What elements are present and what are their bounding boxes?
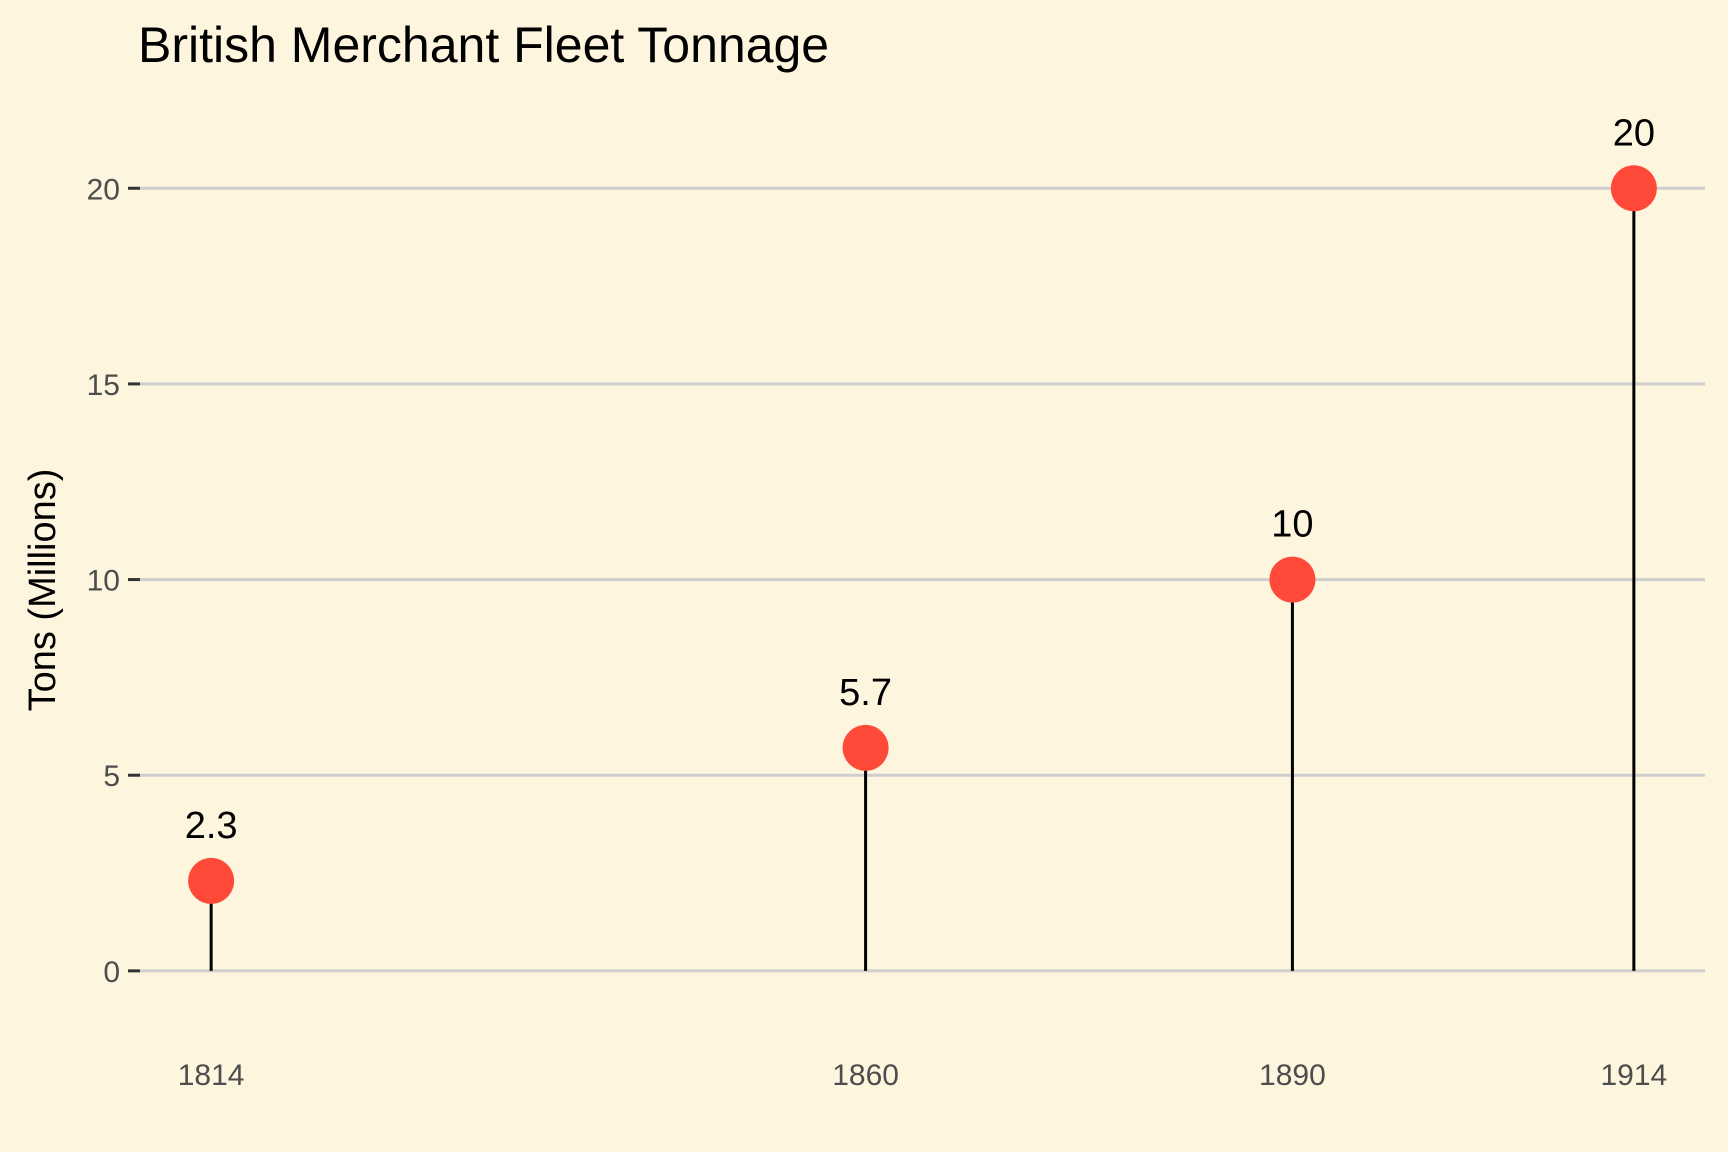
gridlines xyxy=(140,186,1705,973)
y-tick-label: 20 xyxy=(87,173,120,206)
y-axis: 0 5 10 15 20 xyxy=(87,173,140,989)
data-label: 10 xyxy=(1271,504,1313,546)
data-point xyxy=(188,857,235,904)
data-label: 5.7 xyxy=(839,672,892,714)
chart-title: British Merchant Fleet Tonnage xyxy=(138,17,829,73)
data-label: 20 xyxy=(1613,112,1655,154)
x-tick-label: 1814 xyxy=(178,1059,245,1092)
data-point xyxy=(842,724,889,771)
data-label: 2.3 xyxy=(185,805,238,847)
y-tick-label: 15 xyxy=(87,369,120,402)
x-axis: 1814 1860 1890 1914 xyxy=(178,1059,1667,1092)
data-point xyxy=(1269,556,1316,603)
y-axis-label: Tons (Millions) xyxy=(22,469,64,712)
lollipop-marks: 2.3 5.7 10 20 xyxy=(185,112,1657,971)
x-tick-label: 1890 xyxy=(1259,1059,1326,1092)
x-tick-label: 1914 xyxy=(1600,1059,1667,1092)
data-point xyxy=(1610,165,1657,212)
x-tick-label: 1860 xyxy=(832,1059,899,1092)
y-tick-label: 5 xyxy=(103,760,120,793)
y-tick-label: 10 xyxy=(87,565,120,598)
y-tick-label: 0 xyxy=(103,956,120,989)
